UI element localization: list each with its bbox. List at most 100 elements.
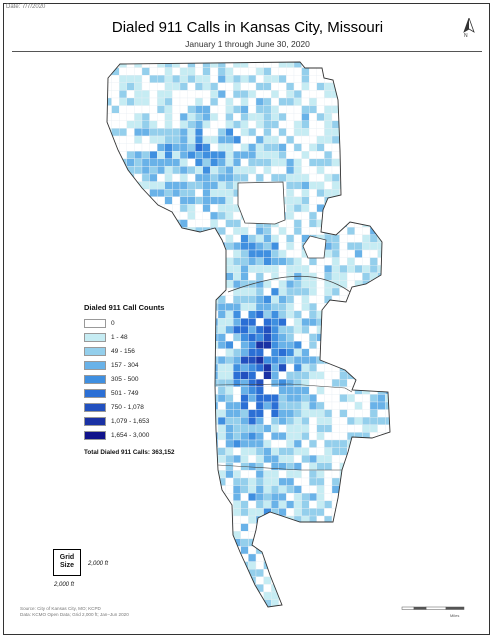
grid-cell — [278, 242, 287, 251]
grid-cell — [240, 599, 249, 607]
grid-cell — [369, 356, 378, 365]
grid-cell — [347, 211, 355, 220]
grid-cell — [111, 265, 120, 273]
grid-cell — [255, 485, 264, 494]
grid-cell — [195, 204, 203, 213]
grid-cell — [362, 196, 371, 205]
legend-item: 157 - 304 — [84, 359, 244, 373]
grid-cell — [126, 265, 135, 273]
grid-cell — [119, 97, 127, 106]
grid-cell — [107, 287, 112, 296]
grid-cell — [339, 151, 348, 159]
grid-cell — [210, 128, 219, 137]
grid-cell — [286, 356, 295, 365]
grid-cell — [362, 272, 371, 281]
grid-cell — [255, 234, 264, 243]
grid-cell — [316, 189, 325, 197]
grid-cell — [187, 561, 196, 570]
grid-cell — [271, 553, 279, 562]
grid-cell — [286, 265, 295, 273]
grid-cell — [301, 432, 310, 441]
grid-cell — [316, 561, 325, 570]
grid-cell — [309, 173, 317, 182]
grid-cell — [248, 62, 257, 68]
grid-cell — [293, 538, 302, 547]
grid-cell — [149, 485, 158, 494]
grid-cell — [354, 227, 363, 235]
grid-cell — [248, 120, 257, 129]
grid-cell — [324, 394, 333, 403]
grid-cell — [107, 470, 112, 479]
grid-cell — [339, 82, 348, 91]
grid-cell — [316, 394, 325, 403]
grid-cell — [217, 90, 226, 99]
grid-cell — [179, 249, 188, 258]
grid-cell — [354, 333, 363, 342]
grid-cell — [369, 158, 378, 167]
grid-cell — [233, 173, 241, 182]
grid-cell — [217, 173, 226, 182]
grid-cell — [225, 576, 234, 585]
grid-cell — [278, 379, 287, 387]
grid-cell — [141, 143, 150, 152]
grid-cell — [286, 166, 295, 175]
grid-cell — [271, 303, 279, 311]
grid-cell — [369, 181, 378, 190]
grid-cell — [286, 189, 295, 197]
grid-cell — [347, 523, 355, 532]
grid-cell — [324, 462, 333, 471]
grid-cell — [301, 219, 310, 228]
grid-cell — [248, 515, 257, 524]
grid-cell — [134, 120, 143, 129]
grid-cell — [157, 128, 165, 137]
grid-cell — [179, 272, 188, 281]
grid-cell — [126, 151, 135, 159]
grid-cell — [339, 341, 348, 349]
grid-cell — [255, 363, 264, 372]
grid-cell — [217, 158, 226, 167]
grid-cell — [217, 280, 226, 289]
grid-cell — [347, 401, 355, 410]
grid-cell — [369, 242, 378, 251]
grid-cell — [217, 508, 226, 517]
grid-cell — [354, 356, 363, 365]
grid-cell — [271, 318, 279, 327]
grid-cell — [377, 287, 386, 296]
grid-cell — [126, 531, 135, 539]
grid-cell — [119, 531, 127, 539]
grid-cell — [362, 173, 371, 182]
grid-cell — [263, 477, 272, 486]
grid-cell — [119, 181, 127, 190]
grid-cell — [210, 234, 219, 243]
grid-cell — [286, 82, 295, 91]
grid-cell — [354, 584, 363, 593]
grid-cell — [385, 455, 390, 463]
grid-cell — [362, 546, 371, 555]
grid-cell — [324, 257, 333, 266]
grid-cell — [157, 272, 165, 281]
grid-cell — [385, 371, 390, 380]
grid-cell — [157, 249, 165, 258]
grid-cell — [210, 242, 219, 251]
grid-cell — [141, 470, 150, 479]
grid-cell — [187, 113, 196, 121]
grid-cell — [377, 470, 386, 479]
grid-cell — [263, 348, 272, 357]
grid-cell — [157, 470, 165, 479]
grid-cell — [202, 538, 211, 547]
grid-cell — [210, 546, 219, 555]
grid-cell — [309, 493, 317, 501]
grid-cell — [385, 500, 390, 509]
grid-cell — [187, 531, 196, 539]
grid-cell — [316, 105, 325, 114]
grid-cell — [107, 455, 112, 463]
grid-cell — [134, 272, 143, 281]
grid-cell — [225, 135, 234, 144]
grid-cell — [248, 341, 257, 349]
grid-cell — [309, 97, 317, 106]
grid-cell — [187, 242, 196, 251]
grid-cell — [347, 75, 355, 83]
grid-cell — [301, 113, 310, 121]
grid-cell — [134, 591, 143, 600]
